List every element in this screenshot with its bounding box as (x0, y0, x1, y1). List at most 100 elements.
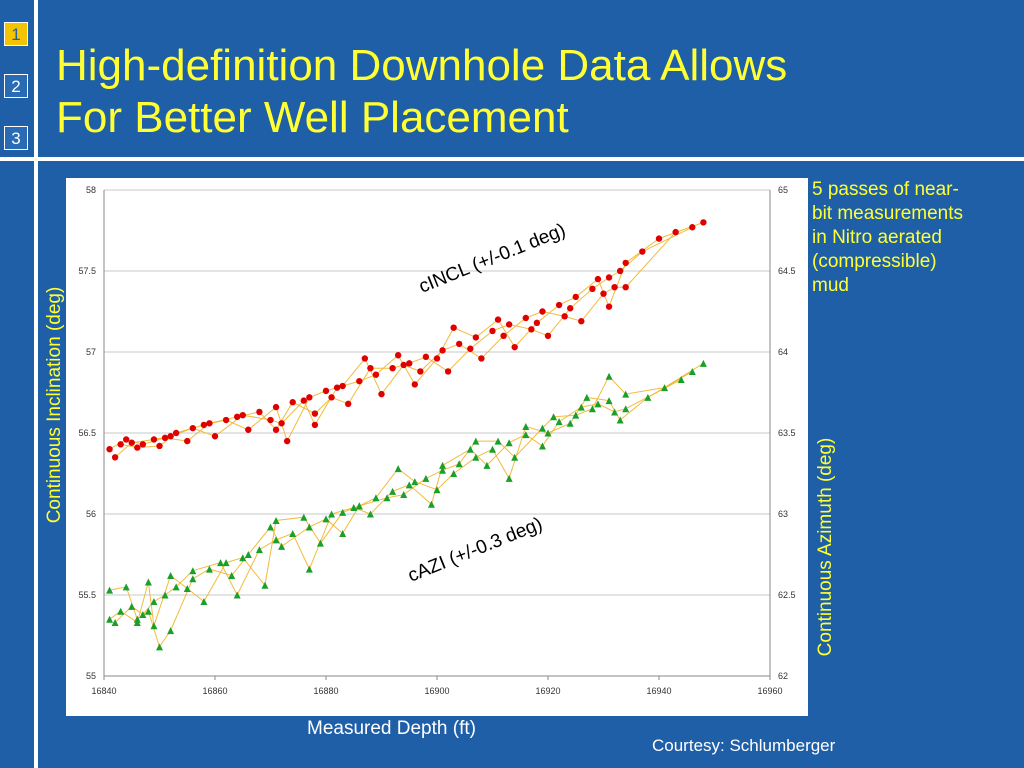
azi-data-point (550, 413, 558, 421)
azi-data-point (167, 572, 175, 580)
incl-data-point (134, 444, 141, 451)
incl-data-point (378, 390, 385, 398)
note-line: (compressible) (812, 251, 937, 272)
azi-data-point (450, 470, 458, 477)
y-tick-left-label: 55 (86, 671, 96, 681)
incl-data-point (622, 259, 629, 267)
title-divider-left (0, 157, 34, 161)
incl-data-point (567, 305, 574, 312)
azi-data-point (300, 513, 308, 521)
azi-data-point (466, 445, 474, 453)
azi-data-point (572, 411, 580, 419)
azi-data-point (566, 419, 574, 427)
azi-data-point (167, 627, 175, 635)
incl-data-point (444, 368, 452, 375)
incl-data-point (400, 361, 407, 369)
incl-data-point (655, 235, 663, 242)
incl-data-point (367, 365, 374, 372)
nav-slide-2-button[interactable]: 2 (4, 74, 28, 98)
azi-data-point (189, 567, 197, 575)
azi-data-point (605, 372, 613, 380)
azi-data-point (472, 437, 480, 445)
incl-data-point (467, 345, 474, 352)
incl-data-point (472, 334, 480, 341)
azi-data-point (106, 615, 114, 623)
x-tick-label: 16900 (424, 686, 449, 696)
incl-data-point (361, 355, 369, 362)
y-tick-right-label: 63.5 (778, 428, 796, 438)
azi-data-point (439, 466, 447, 474)
azi-data-point (544, 429, 552, 437)
incl-data-point (389, 365, 396, 372)
azi-data-point (605, 397, 613, 405)
azi-data-point (577, 403, 585, 411)
slide-title-line-1: High-definition Downhole Data Allows (56, 41, 788, 90)
incl-data-point (700, 219, 707, 226)
azi-data-point (611, 408, 619, 416)
incl-data-point (206, 420, 213, 427)
azi-data-point (511, 453, 519, 461)
x-tick-label: 16840 (91, 686, 116, 696)
y-tick-left-label: 57.5 (78, 266, 96, 276)
azi-data-point (106, 586, 114, 594)
azi-data-point (583, 393, 591, 401)
azi-data-point (661, 384, 669, 392)
azi-data-point (350, 504, 358, 512)
azi-data-point (272, 516, 280, 524)
azi-data-point (400, 491, 408, 499)
incl-data-point (456, 340, 463, 348)
azi-data-point (139, 610, 147, 618)
azi-annotation: cAZI (+/-0.3 deg) (405, 514, 546, 587)
y-tick-right-label: 64 (778, 347, 788, 357)
azi-data-point (205, 565, 213, 573)
incl-data-point (639, 248, 646, 255)
incl-data-point (616, 267, 624, 275)
azi-data-point (339, 508, 347, 516)
series-connector-line (120, 231, 676, 449)
azi-data-point (278, 542, 286, 550)
y-tick-left-label: 56 (86, 509, 96, 519)
nav-divider (34, 0, 38, 768)
azi-data-point (228, 572, 236, 580)
incl-data-point (372, 371, 380, 378)
azi-data-point (222, 559, 230, 567)
y-tick-left-label: 55.5 (78, 590, 96, 600)
azi-data-point (156, 643, 163, 651)
azi-data-point (455, 460, 463, 468)
incl-data-point (167, 433, 174, 440)
azi-data-point (144, 607, 152, 615)
azi-data-point (172, 583, 180, 591)
series-connector-line (114, 379, 682, 623)
azi-data-point (389, 487, 397, 495)
azi-data-point (239, 554, 247, 562)
incl-data-point (267, 416, 274, 424)
incl-data-point (239, 411, 246, 419)
azi-data-point (183, 585, 191, 593)
azi-data-point (267, 523, 274, 531)
x-axis-label: Measured Depth (ft) (307, 718, 476, 739)
azi-data-point (144, 578, 152, 586)
y-axis-left-label: Continuous Inclination (deg) (44, 286, 65, 524)
incl-data-point (589, 285, 596, 293)
azi-data-point (588, 405, 596, 413)
incl-data-point (605, 274, 613, 281)
incl-data-point (156, 442, 163, 450)
x-tick-label: 16940 (646, 686, 671, 696)
y-tick-left-label: 57 (86, 347, 96, 357)
courtesy-credit: Courtesy: Schlumberger (652, 736, 836, 755)
azi-data-point (411, 478, 419, 486)
incl-data-point (222, 416, 230, 424)
incl-data-point (123, 436, 130, 443)
nav-slide-3-button[interactable]: 3 (4, 126, 28, 150)
note-line: in Nitro aerated (812, 227, 942, 248)
azi-data-point (439, 461, 447, 469)
incl-data-point (272, 426, 280, 433)
incl-data-point (578, 318, 585, 325)
incl-data-point (500, 332, 507, 339)
nav-slide-1-button[interactable]: 1 (4, 22, 28, 46)
azi-data-point (472, 453, 480, 461)
incl-data-point (117, 441, 124, 448)
note-line: mud (812, 275, 849, 296)
incl-data-point (572, 293, 579, 301)
azi-data-point (289, 529, 297, 537)
